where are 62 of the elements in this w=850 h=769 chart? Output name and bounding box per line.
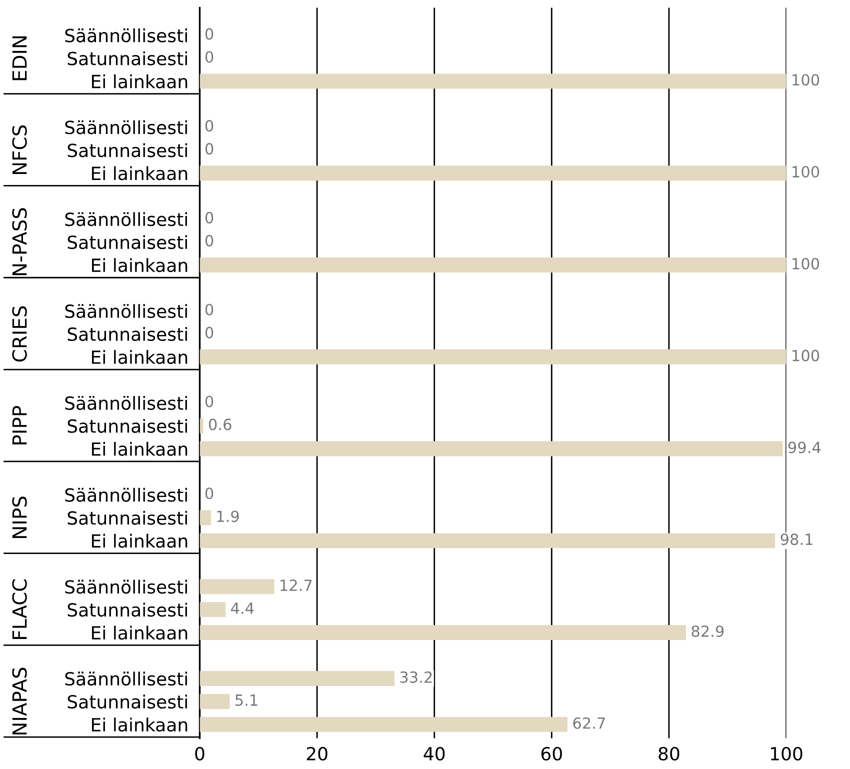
data-label: 33.2: [400, 671, 432, 683]
data-label: 100: [792, 166, 820, 178]
data-label: 0: [205, 396, 214, 408]
text: NIAPAS: [12, 668, 27, 734]
y-tick-label: Ei lainkaan: [92, 718, 188, 732]
y-tick-label: Ei lainkaan: [92, 74, 188, 88]
y-tick-label: Säännöllisesti: [65, 304, 187, 318]
y-tick-label: Säännöllisesti: [65, 672, 187, 686]
data-label: 82.9: [692, 625, 724, 637]
data-label: 5.1: [236, 694, 258, 706]
data-label: 0.6: [208, 418, 232, 430]
data-label: 100: [792, 350, 820, 362]
data-label: 98.1: [780, 534, 812, 546]
x-tick-label: 0: [195, 746, 204, 761]
data-label: 0: [205, 234, 214, 246]
y-tick-label: Satunnaisesti: [68, 510, 187, 525]
data-label: 0: [205, 120, 214, 132]
y-tick-label: Ei lainkaan: [92, 534, 188, 548]
x-tick-label: 60: [541, 746, 562, 761]
y-tick-label: Satunnaisesti: [68, 51, 187, 66]
y-tick-label: Ei lainkaan: [92, 626, 188, 640]
data-label: 0: [205, 326, 214, 338]
y-tick-label: Säännöllisesti: [65, 120, 187, 134]
data-label: 100: [792, 258, 820, 270]
y-tick-label: Satunnaisesti: [68, 602, 187, 617]
y-tick-label: Ei lainkaan: [92, 258, 188, 272]
text: FLACC: [12, 579, 27, 639]
y-tick-label: Säännöllisesti: [65, 396, 187, 410]
y-tick-label: Säännöllisesti: [65, 488, 187, 502]
x-tick-label: 100: [771, 746, 802, 761]
y-tick-label: Säännöllisesti: [65, 28, 187, 42]
x-tick-label: 20: [306, 746, 328, 761]
y-tick-label: Satunnaisesti: [68, 235, 187, 250]
data-label: 0: [205, 51, 214, 63]
y-tick-label: Satunnaisesti: [68, 327, 187, 342]
text: CRIES: [12, 306, 27, 362]
y-tick-label: Ei lainkaan: [92, 442, 188, 456]
y-tick-label: Ei lainkaan: [92, 350, 188, 364]
data-label: 0: [205, 488, 214, 500]
text: NIPS: [12, 496, 27, 538]
y-tick-label: Satunnaisesti: [68, 694, 187, 709]
data-label: 12.7: [280, 579, 312, 591]
data-label: 99.4: [788, 442, 821, 454]
data-label: 0: [205, 28, 214, 40]
data-label: 100: [792, 74, 820, 86]
y-tick-label: Ei lainkaan: [92, 166, 188, 180]
data-label: 4.4: [230, 602, 254, 614]
y-tick-label: Satunnaisesti: [68, 418, 187, 433]
data-label: 1.9: [217, 510, 239, 522]
text: PIPP: [12, 406, 27, 444]
y-tick-label: Satunnaisesti: [68, 143, 187, 158]
y-tick-label: Säännöllisesti: [65, 580, 187, 594]
x-tick-label: 80: [658, 746, 680, 761]
data-label: 0: [205, 212, 214, 224]
x-tick-label: 40: [424, 746, 445, 761]
data-label: 0: [205, 143, 214, 155]
data-label: 62.7: [573, 717, 605, 729]
text: NFCS: [12, 125, 27, 174]
text: N-PASS: [12, 208, 27, 276]
data-label: 0: [205, 304, 214, 316]
y-tick-label: Säännöllisesti: [65, 212, 187, 226]
text: EDIN: [12, 36, 27, 80]
